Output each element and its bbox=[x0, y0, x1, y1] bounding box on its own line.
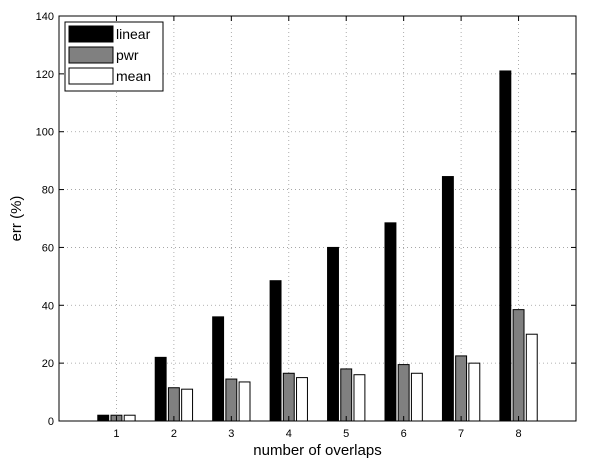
legend-swatch-pwr bbox=[68, 46, 114, 64]
bars bbox=[97, 70, 538, 422]
y-axis-label: err (%) bbox=[8, 196, 25, 242]
bar-mean-2 bbox=[181, 388, 194, 422]
y-tick-label: 20 bbox=[42, 358, 54, 370]
y-tick-label: 0 bbox=[48, 416, 54, 428]
x-tick-label: 5 bbox=[343, 428, 349, 440]
bar-mean-8 bbox=[525, 333, 538, 422]
bar-pwr-6 bbox=[397, 364, 410, 422]
plot-area-frame bbox=[58, 15, 577, 422]
bar-pwr-7 bbox=[455, 355, 468, 422]
y-tick-label: 60 bbox=[42, 242, 54, 254]
bar-linear-8 bbox=[499, 70, 512, 422]
bar-linear-7 bbox=[441, 176, 454, 422]
x-tick-label: 7 bbox=[458, 428, 464, 440]
bar-pwr-4 bbox=[282, 372, 295, 422]
y-tick-label: 140 bbox=[36, 11, 54, 23]
bar-mean-3 bbox=[238, 381, 251, 422]
bar-linear-5 bbox=[327, 246, 339, 422]
x-tick-label: 2 bbox=[171, 428, 177, 440]
y-tick-label: 120 bbox=[36, 69, 54, 81]
bar-mean-7 bbox=[468, 362, 481, 422]
bar-linear-2 bbox=[154, 356, 167, 422]
legend-swatch-mean bbox=[68, 67, 114, 85]
axis-ticks: 0 20 40 60 80 100 120 140 1 2 3 4 5 6 7 8 bbox=[36, 11, 576, 440]
legend-swatch-linear bbox=[68, 25, 114, 43]
y-tick-label: 100 bbox=[36, 127, 54, 139]
legend: linear pwr mean bbox=[64, 21, 164, 92]
bar-pwr-3 bbox=[225, 378, 238, 422]
bar-linear-1 bbox=[97, 414, 110, 422]
legend-label-pwr: pwr bbox=[116, 47, 139, 63]
bar-mean-1 bbox=[123, 414, 136, 422]
y-tick-label: 80 bbox=[42, 185, 54, 197]
bar-mean-6 bbox=[410, 372, 423, 422]
x-tick-label: 4 bbox=[286, 428, 292, 440]
x-tick-label: 6 bbox=[401, 428, 407, 440]
bar-mean-5 bbox=[353, 374, 366, 422]
bar-linear-3 bbox=[212, 316, 225, 422]
x-axis-label: number of overlaps bbox=[253, 442, 381, 459]
bar-pwr-5 bbox=[340, 368, 353, 422]
legend-label-mean: mean bbox=[116, 68, 151, 84]
x-tick-label: 8 bbox=[515, 428, 521, 440]
y-tick-label: 40 bbox=[42, 300, 54, 312]
x-tick-label: 1 bbox=[113, 428, 119, 440]
bar-linear-4 bbox=[269, 280, 282, 422]
legend-label-linear: linear bbox=[116, 26, 151, 42]
bar-mean-4 bbox=[296, 377, 308, 422]
x-tick-label: 3 bbox=[228, 428, 234, 440]
bar-pwr-8 bbox=[512, 309, 525, 422]
bar-linear-6 bbox=[384, 222, 397, 422]
